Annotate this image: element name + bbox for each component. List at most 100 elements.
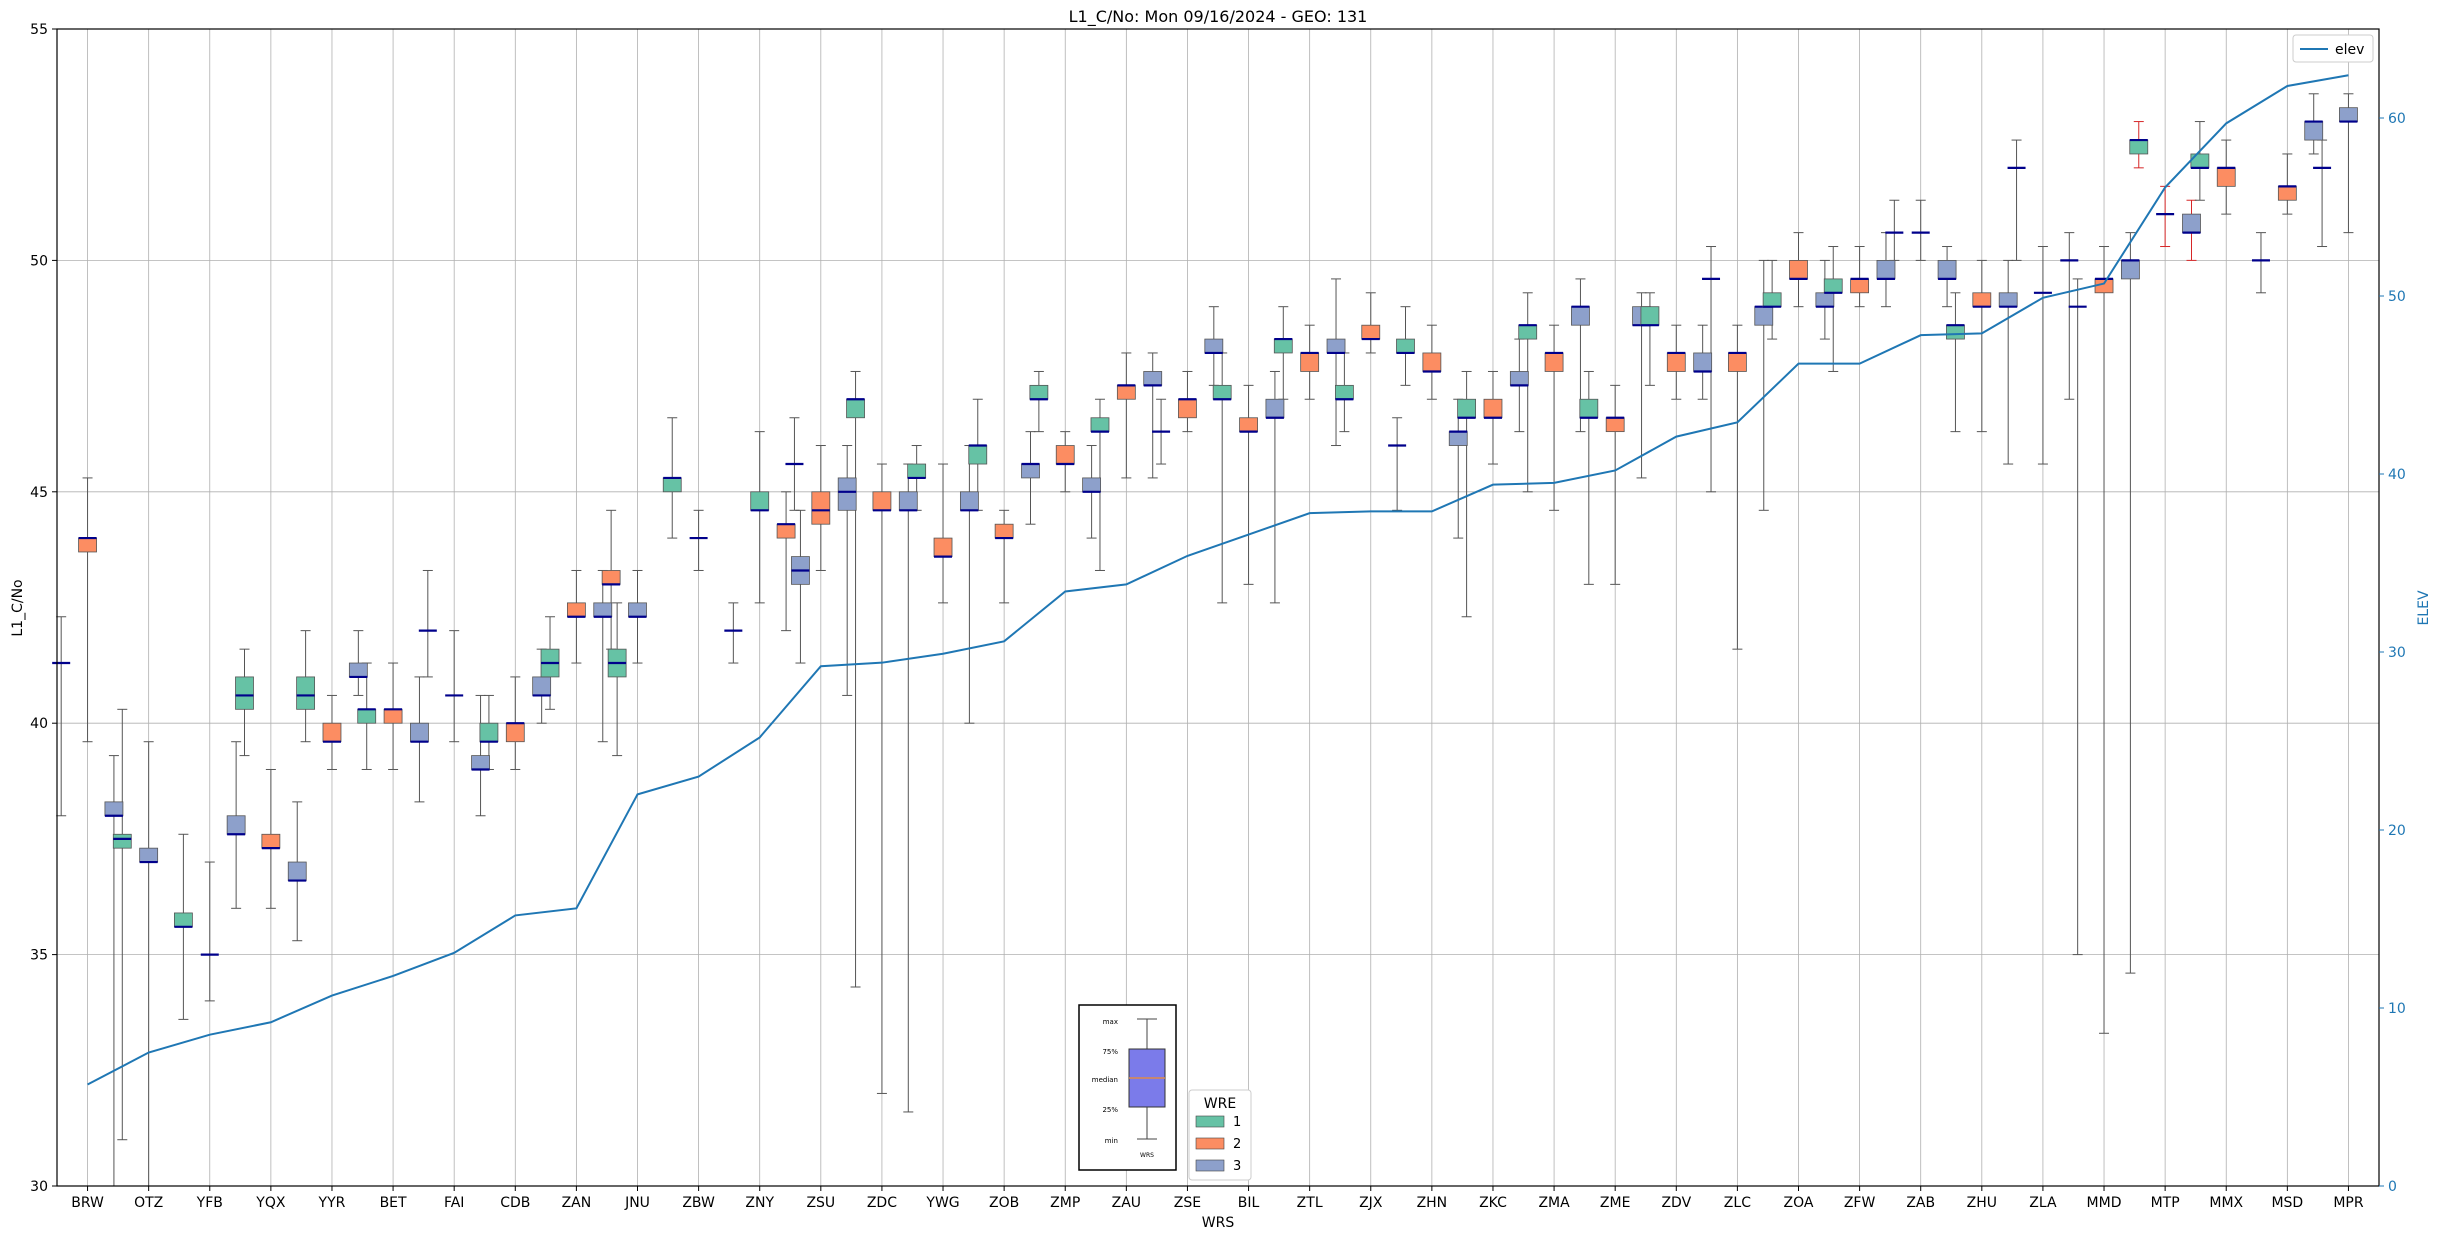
box-YQX-wre2-9 [261, 833, 281, 849]
box-ZOA-wre1-83 [1762, 292, 1782, 308]
box-YWG-wre3-43 [959, 491, 979, 511]
y2-tick-label-50: 50 [2388, 289, 2406, 305]
y2-tick-label-60: 60 [2388, 111, 2406, 127]
box-JNU-wre2-27 [601, 570, 621, 585]
y-tick-label-50: 50 [30, 253, 48, 269]
box-ZKC-wre3-70 [1509, 371, 1529, 386]
box-ZFW-wre3-88 [1876, 259, 1896, 280]
box-ZTL-wre3-61 [1326, 338, 1346, 354]
x-tick-label-YWG: YWG [925, 1195, 959, 1211]
box-MTP-wre3-103 [2182, 213, 2201, 234]
box-YFB-wre3-7 [226, 815, 246, 835]
boxkey-caption: WRS [1140, 1152, 1154, 1159]
box-BRW-wre2-1 [78, 537, 97, 553]
x-tick-label-ZHU: ZHU [1967, 1195, 1997, 1211]
legend-elev: elev [2292, 34, 2374, 63]
box-ZAN-wre2-24 [566, 602, 586, 618]
boxes [52, 107, 2358, 956]
box-ZSE-wre2-54 [1178, 398, 1197, 419]
x-tick-label-ZNY: ZNY [745, 1195, 774, 1211]
box-JNU-wre3-28 [628, 602, 647, 618]
box-ZSU-wre3-37 [837, 477, 857, 511]
x-axis-label: WRS [1202, 1215, 1235, 1231]
y2-tick-label-20: 20 [2388, 823, 2406, 839]
legend-wre-swatch-2 [1195, 1137, 1225, 1150]
box-ZMP-wre2-48 [1055, 445, 1075, 465]
box-ZJX-wre2-63 [1361, 324, 1381, 340]
x-tick-label-ZAN: ZAN [562, 1195, 592, 1211]
x-tick-label-YYR: YYR [318, 1195, 346, 1211]
box-ZDV-wre2-78 [1666, 352, 1686, 372]
box-ZOA-wre2-84 [1789, 259, 1808, 280]
box-ZOB-wre3-46 [1021, 463, 1040, 479]
box-ZHN-wre2-66 [1422, 352, 1442, 372]
x-tick-label-ZAU: ZAU [1112, 1195, 1141, 1211]
x-tick-label-ZOB: ZOB [989, 1195, 1019, 1211]
box-OTZ-wre3-4 [139, 847, 159, 863]
box-ZLC-wre2-81 [1727, 352, 1747, 372]
box-ZNY-wre1-32 [750, 491, 770, 511]
box-YQX-wre1-8 [235, 676, 254, 710]
box-ZME-wre1-74 [1579, 398, 1599, 419]
x-tick-label-ZDV: ZDV [1661, 1195, 1691, 1211]
whiskers [56, 93, 2354, 1187]
box-MTP-wre1-101 [2129, 139, 2149, 155]
box-ZFW-wre2-87 [1850, 278, 1870, 294]
legend-wre: WRE 1 2 3 [1188, 1089, 1252, 1181]
legend-wre-swatch-3 [1195, 1159, 1225, 1172]
box-MSD-wre2-107 [2277, 185, 2297, 201]
y2-tick-label-0: 0 [2388, 1179, 2397, 1195]
chart-title: L1_C/No: Mon 09/16/2024 - GEO: 131 [1069, 7, 1368, 27]
box-ZAU-wre3-52 [1143, 371, 1163, 386]
y2-tick-label-10: 10 [2388, 1001, 2406, 1017]
box-ZDC-wre2-39 [872, 491, 892, 511]
x-tick-label-YFB: YFB [196, 1195, 223, 1211]
box-ZMP-wre3-49 [1082, 477, 1102, 493]
x-tick-label-MSD: MSD [2271, 1195, 2303, 1211]
y2-axis-label: ELEV [2416, 590, 2432, 625]
x-tick-label-ZMA: ZMA [1538, 1195, 1570, 1211]
elevation-series [87, 74, 2349, 1086]
legend-wre-frame [1188, 1089, 1252, 1181]
y2-ticks: 0 10 20 30 40 50 60 [2379, 111, 2406, 1195]
y2-tick-label-30: 30 [2388, 645, 2406, 661]
box-BIL-wre3-58 [1265, 398, 1285, 419]
box-MMX-wre2-105 [2216, 167, 2236, 187]
box-ZTL-wre1-59 [1273, 338, 1293, 354]
box-ZOA-wre3-85 [1815, 292, 1835, 308]
x-tick-label-MTP: MTP [2151, 1195, 2180, 1211]
legend-wre-label-1: 1 [1233, 1115, 1241, 1130]
box-OTZ-wre1-3 [112, 833, 132, 849]
box-ZTL-wre2-60 [1300, 352, 1320, 372]
x-tick-label-OTZ: OTZ [134, 1195, 163, 1211]
x-tick-label-ZME: ZME [1600, 1195, 1631, 1211]
x-tick-label-ZKC: ZKC [1479, 1195, 1507, 1211]
boxkey-label-max: max [1103, 1018, 1118, 1026]
x-ticks: BRW OTZ YFB YQX YYR BET FAI CDB ZAN JNU ZBW ZNY ZSU Z… [71, 1186, 2364, 1211]
box-MSD-wre3-108 [2304, 121, 2324, 141]
legend-elev-frame [2292, 34, 2374, 63]
box-BET-wre1-14 [357, 708, 377, 724]
x-tick-label-ZOA: ZOA [1784, 1195, 1814, 1211]
x-tick-label-MPR: MPR [2333, 1195, 2364, 1211]
box-YYR-wre2-12 [322, 722, 342, 743]
x-tick-label-JNU: JNU [624, 1195, 650, 1211]
y-tick-label-30: 30 [30, 1179, 48, 1195]
box-ZHN-wre3-67 [1448, 431, 1468, 446]
y-tick-label-45: 45 [30, 485, 48, 501]
x-tick-label-MMD: MMD [2087, 1195, 2122, 1211]
box-ZOB-wre1-44 [968, 445, 988, 465]
x-tick-label-ZSE: ZSE [1174, 1195, 1201, 1211]
x-tick-label-ZLC: ZLC [1724, 1195, 1751, 1211]
box-CDB-wre2-21 [505, 722, 525, 743]
box-ZHU-wre3-94 [1998, 292, 2018, 308]
legend-boxkey: max 75% median 25% min WRS [1078, 1004, 1177, 1171]
box-ZDC-wre1-38 [846, 398, 865, 419]
box-ZMA-wre3-73 [1571, 306, 1590, 326]
elev-line [87, 74, 2349, 1086]
legend-wre-swatch-1 [1195, 1115, 1225, 1128]
legend-wre-label-3: 3 [1233, 1159, 1241, 1174]
x-tick-label-BRW: BRW [71, 1195, 104, 1211]
